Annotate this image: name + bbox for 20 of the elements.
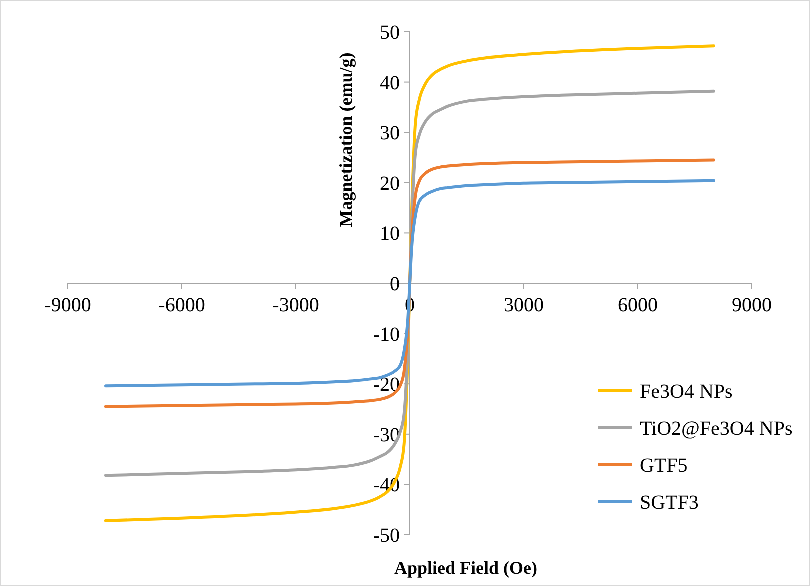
y-tick-label: 30	[380, 122, 400, 145]
x-tick-label: 6000	[618, 294, 658, 316]
x-tick-label: -9000	[44, 294, 92, 316]
y-tick-label: 40	[380, 72, 400, 94]
y-tick-label: 20	[380, 172, 400, 195]
x-tick-label: -3000	[272, 294, 320, 316]
legend-label: TiO2@Fe3O4 NPs	[640, 418, 793, 440]
x-tick-label: -6000	[158, 294, 206, 316]
y-axis-title: Magnetization (emu/g)	[336, 52, 356, 228]
x-axis-title: Applied Field (Oe)	[394, 558, 538, 578]
x-tick-label: 9000	[732, 294, 772, 316]
x-tick-label: 3000	[504, 294, 544, 316]
y-tick-label: 50	[380, 22, 400, 44]
y-tick-label: -10	[373, 324, 400, 346]
legend-label: GTF5	[640, 455, 688, 477]
legend-label: SGTF3	[640, 492, 699, 514]
y-tick-label: 0	[390, 274, 400, 296]
y-tick-label: 10	[380, 223, 400, 246]
y-tick-label: -50	[373, 525, 400, 547]
legend-label: Fe3O4 NPs	[640, 381, 734, 403]
